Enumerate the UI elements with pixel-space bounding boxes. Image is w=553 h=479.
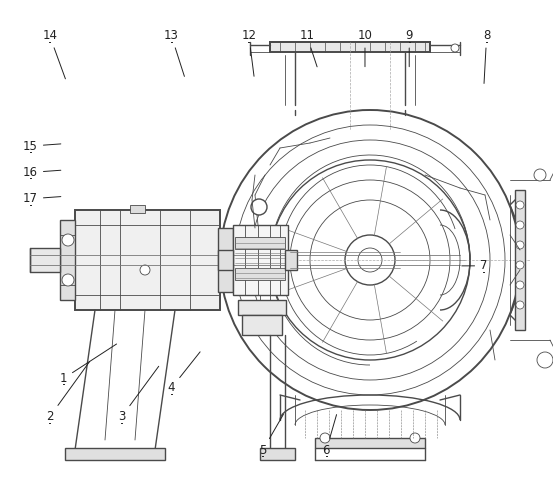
Circle shape (516, 241, 524, 249)
Bar (250, 312, 280, 322)
Bar (30, 248, 60, 272)
Circle shape (534, 169, 546, 181)
Bar (515, 190, 525, 330)
Circle shape (537, 352, 553, 368)
Text: 12: 12 (241, 29, 257, 76)
Bar (238, 300, 286, 315)
Circle shape (62, 274, 74, 286)
Text: 6: 6 (322, 415, 337, 457)
Bar (270, 42, 430, 52)
Text: 5: 5 (259, 414, 283, 457)
Circle shape (410, 433, 420, 443)
Circle shape (516, 201, 524, 209)
Text: 10: 10 (358, 29, 372, 67)
Text: 16: 16 (23, 166, 61, 179)
Circle shape (251, 199, 267, 215)
Text: 8: 8 (483, 29, 491, 83)
Bar (285, 250, 297, 270)
Bar (218, 250, 233, 270)
Circle shape (320, 433, 330, 443)
Text: 17: 17 (23, 192, 61, 205)
Text: 11: 11 (299, 29, 317, 67)
Circle shape (451, 44, 459, 52)
Bar (65, 448, 165, 460)
Text: 13: 13 (164, 29, 184, 76)
Bar (235, 237, 285, 249)
Text: 9: 9 (405, 29, 413, 67)
Text: 3: 3 (118, 366, 159, 423)
Bar (75, 210, 220, 310)
Bar (242, 315, 282, 335)
Bar (130, 205, 145, 213)
Circle shape (516, 261, 524, 269)
Circle shape (140, 265, 150, 275)
Text: 14: 14 (42, 29, 65, 79)
Bar (315, 438, 425, 448)
Circle shape (516, 281, 524, 289)
Bar (235, 268, 285, 280)
Text: 15: 15 (23, 139, 61, 153)
Bar (218, 228, 233, 292)
Text: 7: 7 (462, 259, 488, 273)
Text: 4: 4 (168, 352, 200, 395)
Circle shape (516, 301, 524, 309)
Text: 2: 2 (46, 362, 90, 423)
Bar (260, 448, 295, 460)
Bar (233, 225, 288, 295)
Circle shape (62, 234, 74, 246)
Circle shape (516, 221, 524, 229)
Bar (60, 220, 75, 300)
Text: 1: 1 (60, 344, 117, 385)
